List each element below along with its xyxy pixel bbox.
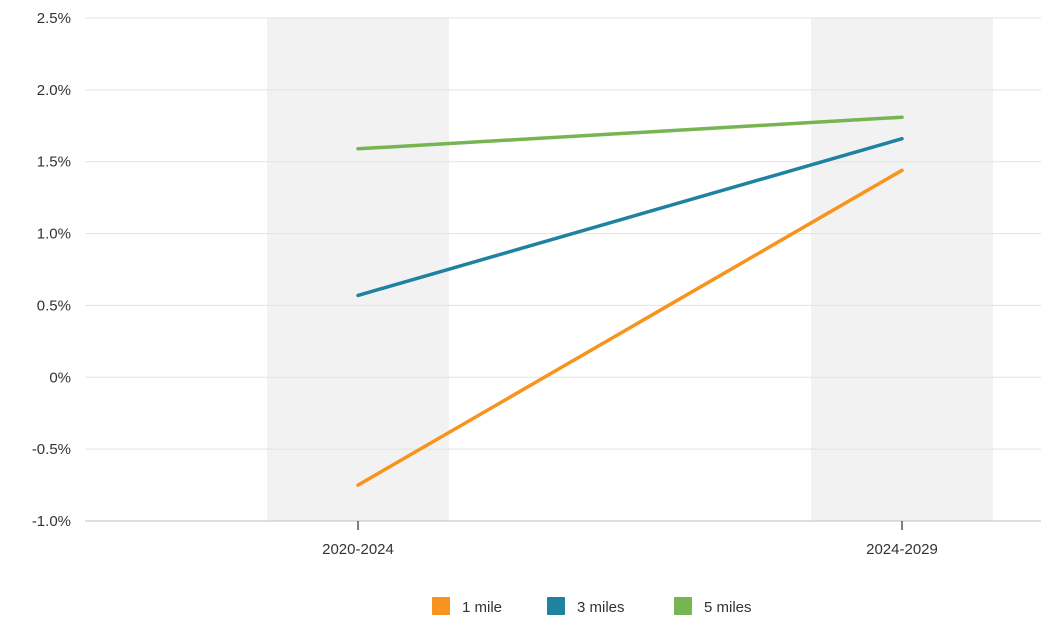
series-line-1	[356, 168, 904, 487]
x-axis: 2020-2024 2024-2029	[85, 520, 1041, 558]
legend-label-3: 5 miles	[704, 599, 752, 616]
y-tick-label: 2.5%	[37, 10, 71, 27]
series-line-2	[356, 136, 904, 298]
category-band-1	[267, 18, 449, 521]
legend-label-1: 1 mile	[462, 599, 502, 616]
y-tick-label: -0.5%	[32, 441, 71, 458]
x-tick-label: 2024-2029	[866, 541, 938, 558]
y-tick-label: 1.5%	[37, 154, 71, 171]
legend-swatch-1	[432, 597, 450, 615]
category-bands	[267, 18, 993, 521]
y-tick-label: 1.0%	[37, 226, 71, 243]
y-tick-label: -1.0%	[32, 513, 71, 530]
legend-swatch-3	[674, 597, 692, 615]
category-band-2	[811, 18, 993, 521]
y-axis-ticks: 2.5% 2.0% 1.5% 1.0% 0.5% 0% -0.5% -1.0%	[32, 10, 71, 530]
legend-swatch-2	[547, 597, 565, 615]
x-tick-label: 2020-2024	[322, 541, 394, 558]
y-tick-label: 0.5%	[37, 297, 71, 314]
legend-label-2: 3 miles	[577, 599, 625, 616]
series-line-3	[356, 115, 904, 151]
gridlines	[85, 17, 1041, 450]
y-tick-label: 2.0%	[37, 82, 71, 99]
y-tick-label: 0%	[49, 369, 71, 386]
legend: 1 mile 3 miles 5 miles	[432, 597, 752, 616]
series-lines	[356, 115, 904, 487]
